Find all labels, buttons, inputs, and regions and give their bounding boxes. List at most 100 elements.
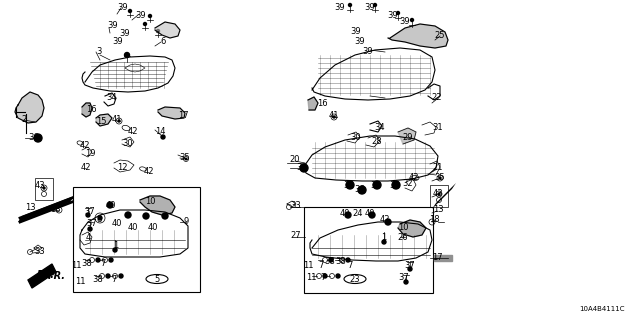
Text: 39: 39	[113, 37, 124, 46]
Text: 36: 36	[390, 180, 401, 189]
Circle shape	[34, 134, 42, 142]
Text: 15: 15	[96, 117, 106, 126]
Circle shape	[323, 274, 327, 278]
Text: 40: 40	[112, 220, 122, 228]
Circle shape	[385, 219, 391, 225]
Text: 42: 42	[81, 164, 92, 172]
Bar	[73, 187, 200, 292]
Circle shape	[345, 212, 351, 218]
Circle shape	[148, 14, 152, 18]
Text: 3: 3	[96, 46, 102, 55]
Circle shape	[300, 164, 308, 172]
Text: 2: 2	[21, 115, 27, 124]
Text: 14: 14	[155, 127, 165, 137]
Text: 10: 10	[397, 222, 408, 231]
Text: 40: 40	[365, 210, 375, 219]
Text: 37: 37	[84, 206, 95, 215]
Polygon shape	[140, 196, 175, 215]
Text: 36: 36	[296, 164, 307, 172]
Text: 7: 7	[100, 259, 106, 268]
Text: 27: 27	[291, 231, 301, 241]
Text: 42: 42	[128, 126, 138, 135]
Circle shape	[86, 213, 90, 217]
Text: 42: 42	[380, 215, 390, 225]
Text: 40: 40	[106, 201, 116, 210]
Polygon shape	[432, 183, 456, 209]
Bar	[35, 178, 53, 200]
Text: 1: 1	[381, 233, 387, 242]
Text: 39: 39	[400, 18, 410, 27]
Text: 33: 33	[291, 202, 301, 211]
Text: 33: 33	[35, 247, 45, 257]
Circle shape	[410, 19, 413, 21]
Text: 43: 43	[35, 180, 45, 189]
Text: 42: 42	[409, 173, 419, 182]
Text: 38: 38	[93, 275, 104, 284]
Circle shape	[439, 177, 441, 179]
Text: 36: 36	[355, 186, 365, 195]
Text: 35: 35	[180, 154, 190, 163]
Circle shape	[438, 193, 440, 195]
Text: 13: 13	[25, 203, 35, 212]
Text: 10: 10	[145, 196, 156, 205]
Text: 9: 9	[184, 218, 189, 227]
Bar	[430, 185, 448, 207]
Text: 13: 13	[433, 205, 444, 214]
Text: 39: 39	[365, 4, 375, 12]
Text: 40: 40	[148, 223, 158, 233]
Text: 42: 42	[144, 167, 154, 177]
Polygon shape	[155, 22, 180, 38]
Text: 11: 11	[75, 276, 85, 285]
Text: 40: 40	[340, 210, 350, 219]
Polygon shape	[96, 114, 112, 126]
Text: 41: 41	[112, 115, 122, 124]
Circle shape	[157, 29, 159, 33]
Circle shape	[98, 216, 102, 220]
Text: 10A4B4111C: 10A4B4111C	[579, 306, 625, 312]
Text: 11: 11	[306, 274, 316, 283]
Text: 39: 39	[355, 37, 365, 46]
Polygon shape	[15, 92, 44, 123]
Text: 39: 39	[363, 47, 373, 57]
Circle shape	[346, 181, 354, 189]
Circle shape	[346, 258, 350, 262]
Text: 36: 36	[371, 180, 381, 189]
Text: 31: 31	[433, 124, 444, 132]
Circle shape	[329, 258, 333, 262]
Circle shape	[408, 267, 412, 271]
Text: 20: 20	[290, 156, 300, 164]
Polygon shape	[28, 264, 56, 288]
Text: 16: 16	[317, 99, 327, 108]
Polygon shape	[82, 103, 92, 117]
Text: 34: 34	[374, 124, 385, 132]
Text: 40: 40	[128, 223, 138, 233]
Circle shape	[109, 258, 113, 262]
Circle shape	[125, 52, 129, 58]
Polygon shape	[398, 220, 426, 237]
Circle shape	[373, 181, 381, 189]
Text: 21: 21	[433, 164, 444, 172]
Text: 38: 38	[324, 258, 335, 267]
Circle shape	[119, 274, 123, 278]
Text: 37: 37	[399, 273, 410, 282]
Polygon shape	[388, 24, 448, 48]
Bar	[304, 207, 433, 293]
Circle shape	[349, 4, 351, 6]
Text: 41: 41	[329, 110, 339, 119]
Text: 37: 37	[404, 261, 415, 270]
Text: 5: 5	[154, 276, 159, 284]
Text: 39: 39	[108, 20, 118, 29]
Circle shape	[43, 187, 45, 189]
Text: 29: 29	[403, 132, 413, 141]
Circle shape	[397, 12, 399, 14]
Text: 32: 32	[403, 180, 413, 188]
Text: 12: 12	[116, 164, 127, 172]
Text: 37: 37	[86, 220, 97, 228]
Polygon shape	[308, 97, 318, 110]
Text: 7: 7	[318, 261, 324, 270]
Circle shape	[118, 120, 120, 122]
Text: 35: 35	[435, 173, 445, 182]
Text: 39: 39	[120, 28, 131, 37]
Text: 36: 36	[344, 180, 355, 189]
Text: 17: 17	[432, 253, 442, 262]
